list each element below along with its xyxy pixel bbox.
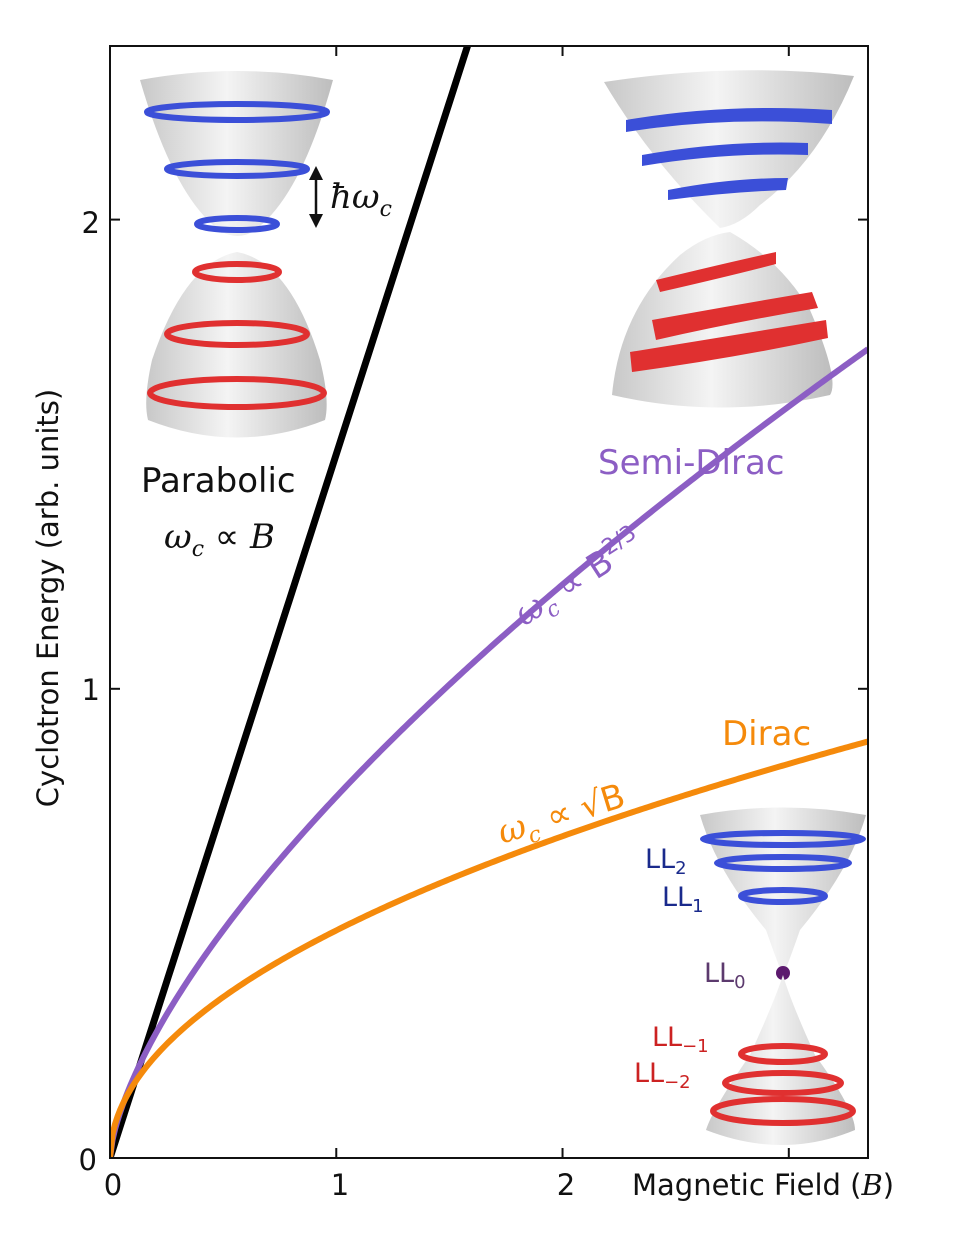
llm2-label: LL−2 — [634, 1058, 691, 1093]
x-tick-label-1: 1 — [331, 1168, 349, 1202]
dirac-line — [110, 738, 868, 1158]
dirac-band-illustration — [700, 807, 866, 1145]
ll0-label: LL0 — [704, 958, 746, 993]
dirac-formula: ωc ∝ √B — [493, 776, 631, 857]
y-axis-title: Cyclotron Energy (arb. units) — [31, 389, 65, 807]
y-tick-label-2: 2 — [82, 206, 100, 240]
x-axis-title: Magnetic Field (B) — [632, 1168, 894, 1202]
ll2-label: LL2 — [645, 844, 687, 879]
semi-dirac-line — [110, 346, 868, 1158]
parabolic-formula: ωc ∝ B — [164, 517, 275, 562]
parabolic-label: Parabolic — [141, 461, 296, 501]
x-tick-label-0: 0 — [104, 1168, 122, 1202]
parabolic-line — [110, 46, 472, 1158]
parabolic-band-illustration — [140, 71, 333, 438]
semi-dirac-formula: ωc ∝ B2/3 — [506, 521, 653, 639]
llm1-label: LL−1 — [652, 1022, 709, 1057]
y-tick-label-0: 0 — [79, 1143, 97, 1177]
x-tick-label-2: 2 — [557, 1168, 575, 1202]
plot-frame — [109, 45, 869, 1159]
level-spacing-arrow — [309, 166, 323, 228]
ll1-label: LL1 — [662, 882, 704, 917]
dirac-label: Dirac — [722, 714, 811, 754]
level-spacing-label: ħωc — [330, 177, 392, 222]
semi-dirac-label: Semi-Dirac — [598, 443, 784, 483]
semi-dirac-band-illustration — [604, 70, 854, 408]
axis-ticks — [109, 46, 868, 1159]
y-tick-label-1: 1 — [82, 673, 100, 707]
